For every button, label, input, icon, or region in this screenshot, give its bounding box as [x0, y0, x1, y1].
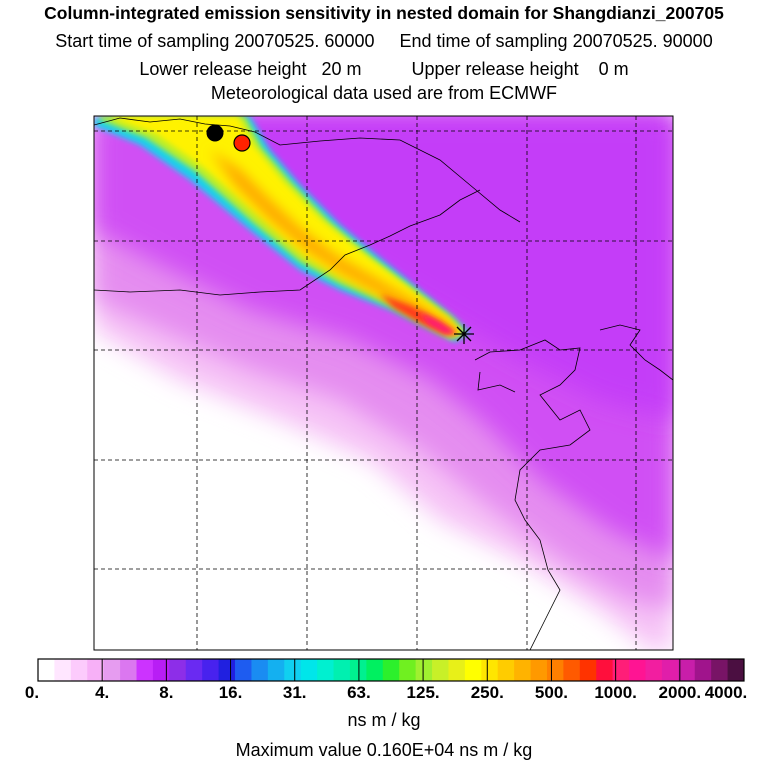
color-bar-swatch: [530, 659, 548, 681]
color-bar-label: 2000.: [658, 683, 702, 702]
black-circle-marker: [206, 124, 224, 142]
color-bar-swatch: [152, 659, 170, 681]
red-circle-marker: [233, 134, 251, 152]
color-bar-swatch: [70, 659, 88, 681]
color-bar-label: 0.: [24, 683, 40, 702]
color-bar-label: 500.: [534, 683, 568, 702]
color-bar-swatch: [694, 659, 712, 681]
met-data-line: Meteorological data used are from ECMWF: [210, 83, 558, 103]
color-bar-swatch: [629, 659, 646, 681]
color-bar-label: 16.: [218, 683, 243, 702]
color-bar-swatch: [87, 659, 105, 681]
color-bar-swatch: [448, 659, 466, 681]
color-bar-swatch: [349, 659, 367, 681]
color-bar-label: 63.: [347, 683, 371, 702]
color-bar-swatch: [120, 659, 137, 681]
color-bar-swatch: [267, 659, 285, 681]
color-bar-frame: [37, 658, 745, 682]
color-bar-swatch: [464, 659, 482, 681]
map-borders: [94, 117, 673, 650]
color-bar-swatch: [284, 659, 302, 681]
color-bar-swatch: [235, 659, 252, 681]
color-bar-swatch: [612, 659, 630, 681]
color-bar-label: 125.: [406, 683, 440, 702]
color-bar-swatch: [317, 659, 334, 681]
color-bar-swatch: [185, 659, 203, 681]
color-bar-swatch: [514, 659, 531, 681]
color-bar-swatch: [661, 659, 679, 681]
color-bar-swatch: [103, 659, 121, 681]
color-bar: [37, 658, 745, 682]
color-bar-units: ns m / kg: [347, 710, 421, 730]
color-bar-label: 31.: [282, 683, 307, 702]
sensitivity-field: [94, 116, 673, 650]
color-bar-swatch: [481, 659, 499, 681]
color-bar-swatch: [54, 659, 72, 681]
color-bar-swatch: [546, 659, 564, 681]
color-bar-swatch: [563, 659, 581, 681]
color-bar-swatch: [136, 659, 154, 681]
map-frame: [93, 115, 674, 651]
color-bar-swatch: [202, 659, 220, 681]
receptor-star-icon: [454, 324, 474, 344]
color-bar-swatch: [333, 659, 351, 681]
color-bar-swatch: [678, 659, 696, 681]
color-bar-swatch: [432, 659, 449, 681]
map-title: Column-integrated emission sensitivity i…: [44, 3, 724, 23]
color-bar-swatch: [251, 659, 269, 681]
color-bar-label: 8.: [159, 683, 174, 702]
color-bar-swatch: [497, 659, 515, 681]
sampling-time-line: Start time of sampling 20070525. 60000 E…: [55, 31, 713, 51]
color-bar-swatch: [711, 659, 728, 681]
release-height-line: Lower release height 20 m Upper release …: [139, 59, 629, 79]
color-bar-swatch: [727, 659, 745, 681]
color-bar-label: 250.: [470, 683, 504, 702]
color-bar-swatch: [300, 659, 318, 681]
maximum-value-text: Maximum value 0.160E+04 ns m / kg: [235, 740, 533, 760]
color-bar-label: 4.: [95, 683, 110, 702]
color-bar-swatch: [399, 659, 417, 681]
color-bar-swatch: [415, 659, 433, 681]
color-bar-swatch: [596, 659, 614, 681]
color-bar-label: 4000.: [704, 683, 748, 702]
lat-lon-grid: [94, 116, 673, 650]
color-bar-swatch: [169, 659, 187, 681]
color-bar-swatch: [579, 659, 597, 681]
color-bar-swatch: [218, 659, 236, 681]
color-bar-swatch: [382, 659, 400, 681]
color-bar-swatch: [38, 659, 55, 681]
color-bar-swatch: [645, 659, 663, 681]
color-bar-label: 1000.: [594, 683, 637, 702]
color-bar-swatch: [366, 659, 384, 681]
